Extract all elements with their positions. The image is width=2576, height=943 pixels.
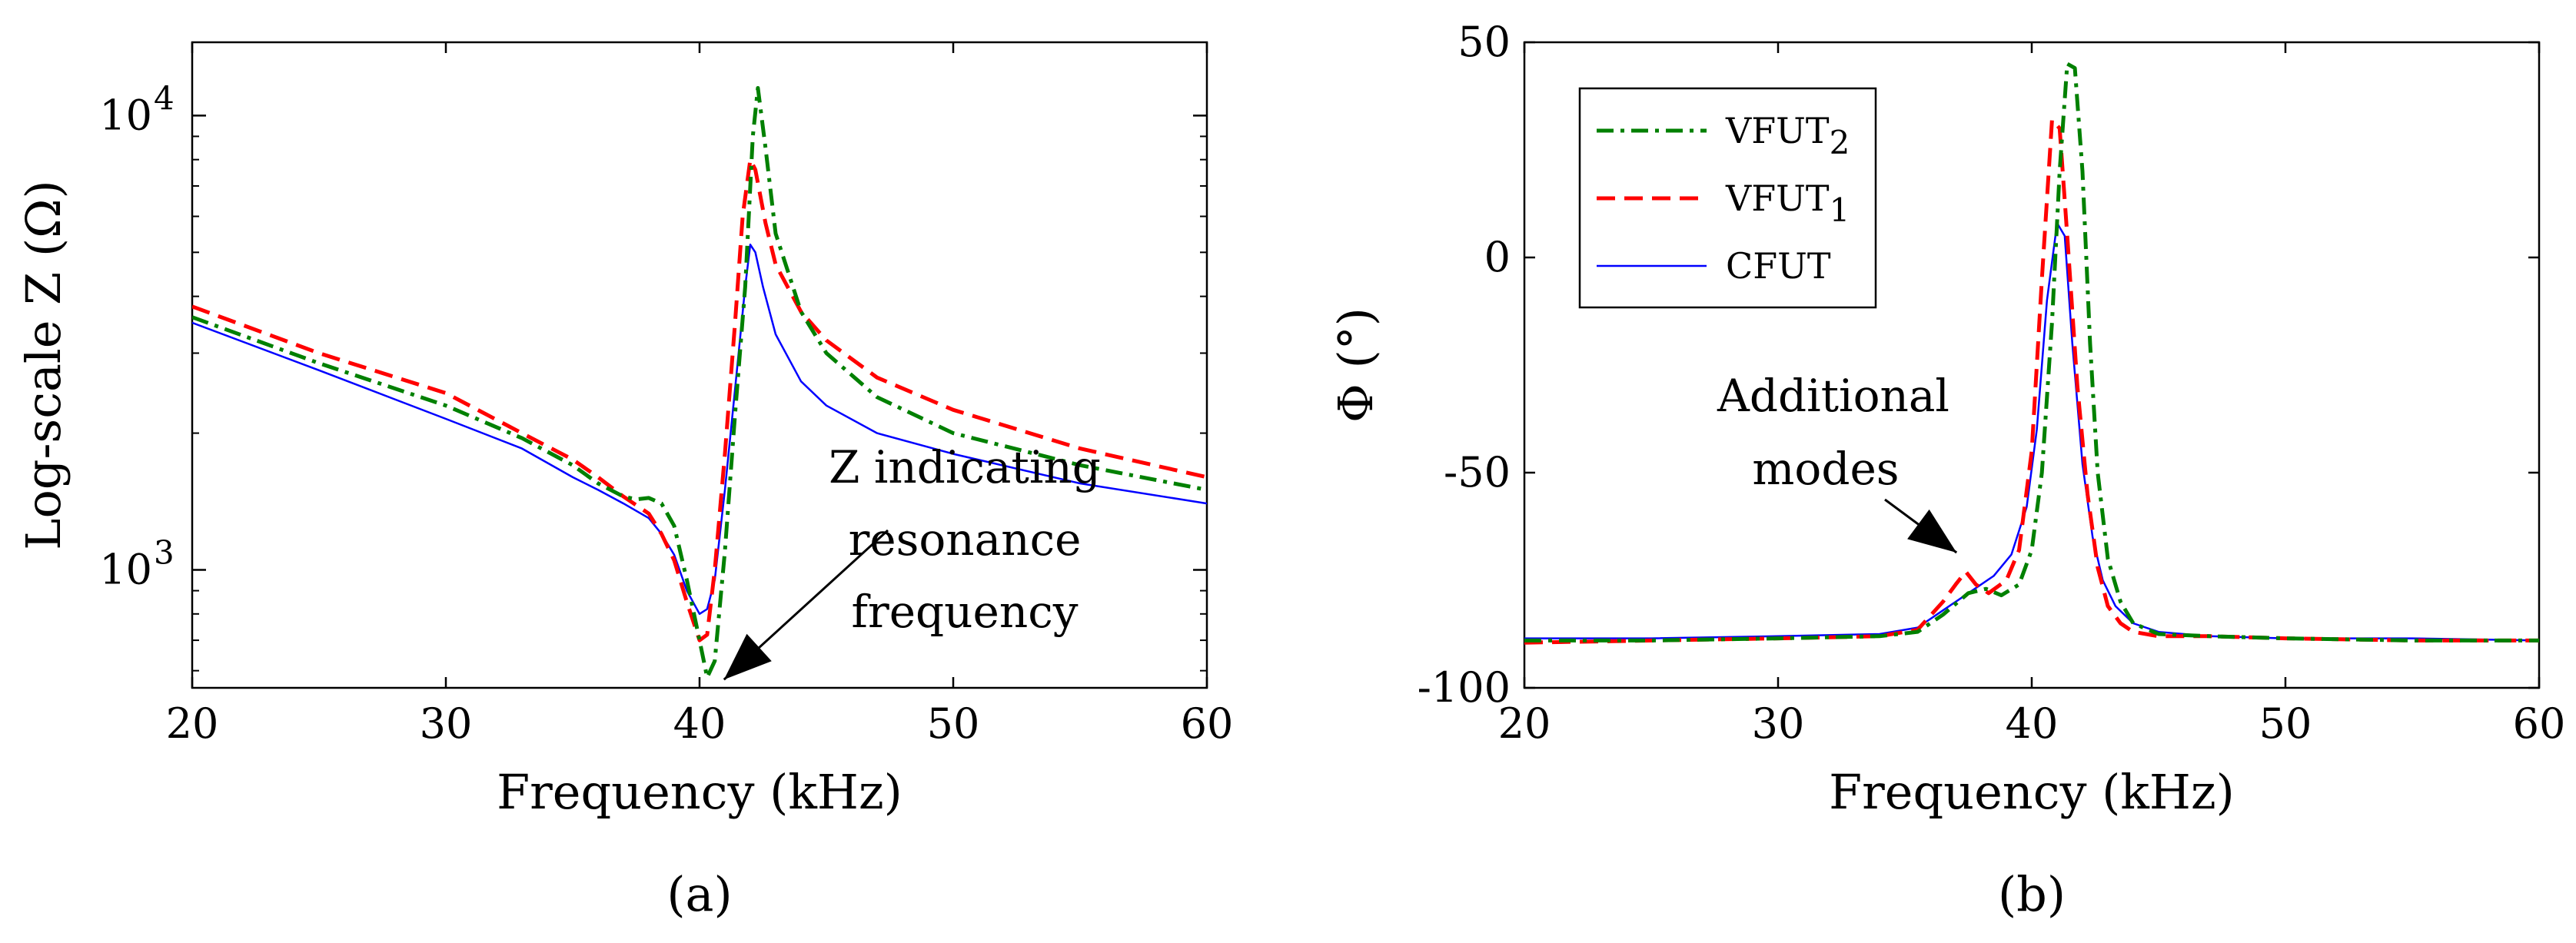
panel-a-x-axis-label: Frequency (kHz) bbox=[497, 764, 902, 820]
panel-b-x-ticks: 20 30 40 50 60 bbox=[1498, 42, 2566, 748]
y-tick-label: 10 bbox=[99, 546, 152, 594]
annotation-arrow-head bbox=[1907, 509, 1957, 553]
annotation-arrow-head bbox=[723, 633, 772, 680]
panel-a-y-axis-label: Log-scale Z (Ω) bbox=[15, 180, 71, 550]
x-tick-label: 40 bbox=[673, 699, 726, 748]
annotation-line: Z indicating bbox=[829, 441, 1101, 493]
y-tick-label: 10 bbox=[99, 91, 152, 139]
panel-b-y-ticks: -100 -50 0 50 bbox=[1418, 18, 2539, 712]
annotation-line: Additional bbox=[1717, 370, 1949, 422]
annotation-line: modes bbox=[1752, 443, 1899, 495]
y-tick-label: -50 bbox=[1444, 448, 1511, 496]
x-tick-label: 60 bbox=[1181, 699, 1234, 748]
panel-a-annotation: Z indicating resonance frequency bbox=[723, 441, 1101, 681]
series-line-vfut2 bbox=[1524, 61, 2539, 643]
x-tick-label: 20 bbox=[166, 699, 219, 748]
y-tick-label: 0 bbox=[1484, 233, 1511, 281]
panel-b-annotation: Additional modes bbox=[1717, 370, 1958, 554]
series-line-vfut1 bbox=[1524, 118, 2539, 645]
x-tick-label: 20 bbox=[1498, 699, 1551, 748]
x-tick-label: 60 bbox=[2513, 699, 2566, 748]
panel-a-caption: (a) bbox=[666, 866, 732, 922]
panel-b-y-axis-label: Φ (°) bbox=[1328, 307, 1384, 423]
panel-b-series-group bbox=[1524, 61, 2539, 645]
y-tick-exponent: 3 bbox=[154, 534, 175, 572]
panel-b-caption: (b) bbox=[1998, 866, 2066, 922]
series-line-vfut2 bbox=[192, 86, 1207, 679]
x-tick-label: 30 bbox=[1752, 699, 1805, 748]
panel-a-x-ticks: 20 30 40 50 60 bbox=[166, 42, 1234, 748]
y-tick-label: -100 bbox=[1418, 663, 1511, 712]
y-tick-label: 50 bbox=[1458, 18, 1511, 66]
legend-label: CFUT bbox=[1726, 245, 1831, 287]
series-line-vfut1 bbox=[192, 158, 1207, 643]
panel-b-x-axis-label: Frequency (kHz) bbox=[1829, 764, 2235, 820]
annotation-line: frequency bbox=[852, 586, 1079, 638]
x-tick-label: 40 bbox=[2006, 699, 2059, 748]
x-tick-label: 50 bbox=[927, 699, 980, 748]
panel-b-phase-chart: 20 30 40 50 60 -100 -50 0 50 Frequency (kHz) Φ … bbox=[1328, 18, 2565, 922]
x-tick-label: 30 bbox=[420, 699, 473, 748]
panel-a-series-group bbox=[192, 86, 1207, 679]
y-tick-exponent: 4 bbox=[154, 79, 175, 117]
annotation-line: resonance bbox=[849, 513, 1082, 566]
x-tick-label: 50 bbox=[2259, 699, 2312, 748]
